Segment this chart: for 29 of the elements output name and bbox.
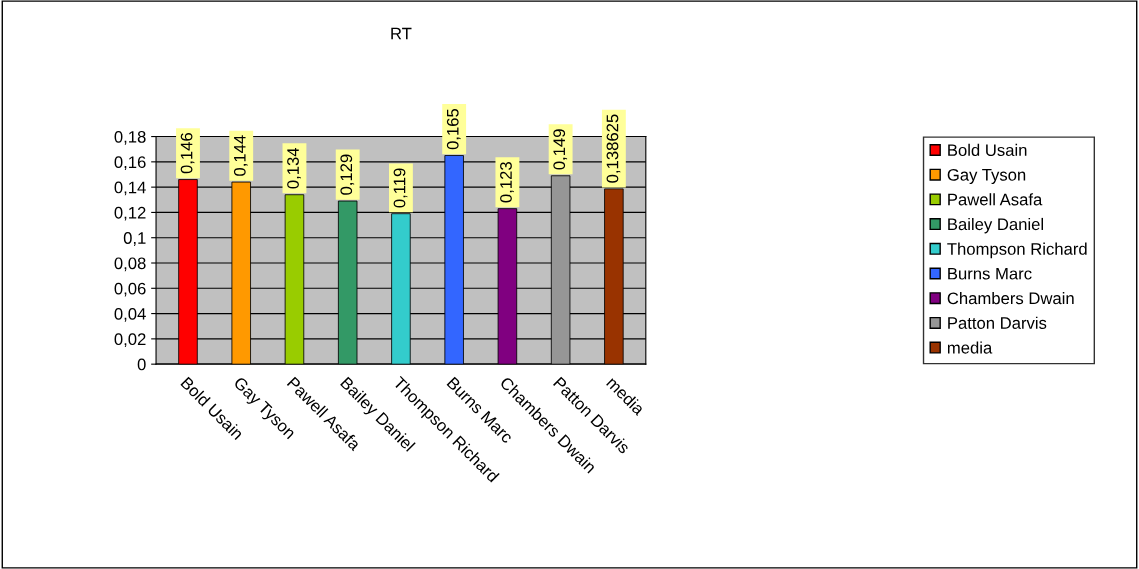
data-label: 0,146 (180, 133, 195, 174)
data-label: 0,165 (446, 108, 461, 150)
legend-label: Burns Marc (948, 267, 1032, 280)
y-tick-label: 0,02 (114, 333, 146, 348)
legend-label: Bold Usain (948, 143, 1027, 157)
data-label: 0,144 (233, 135, 248, 176)
y-tick-label: 0,1 (123, 232, 146, 246)
legend-label: Bailey Daniel (948, 217, 1044, 234)
data-label: 0,149 (553, 129, 568, 170)
y-tick-label: 0,12 (114, 206, 146, 221)
data-label: 0,134 (287, 147, 301, 189)
legend-label: Thompson Richard (947, 242, 1087, 259)
legend-label: Gay Tyson (947, 168, 1026, 185)
legend-label: Pawell Asafa (948, 193, 1043, 206)
legend-label: media (947, 341, 993, 354)
legend-label: Chambers Dwain (947, 292, 1074, 305)
y-tick-label: 0,14 (114, 181, 146, 196)
data-label: 0,138625 (606, 114, 621, 183)
legend-label: Patton Darvis (948, 316, 1047, 329)
y-tick-label: 0,04 (114, 307, 146, 322)
data-label: 0,129 (340, 154, 355, 195)
data-label: 0,123 (500, 162, 514, 203)
y-tick-label: 0,08 (114, 257, 146, 272)
data-label: 0,119 (393, 168, 408, 208)
y-tick-label: 0 (137, 358, 146, 371)
y-tick-label: 0,18 (114, 130, 146, 145)
y-tick-label: 0,06 (114, 282, 146, 297)
y-tick-label: 0,16 (114, 156, 146, 171)
chart-title: RT (391, 27, 412, 40)
